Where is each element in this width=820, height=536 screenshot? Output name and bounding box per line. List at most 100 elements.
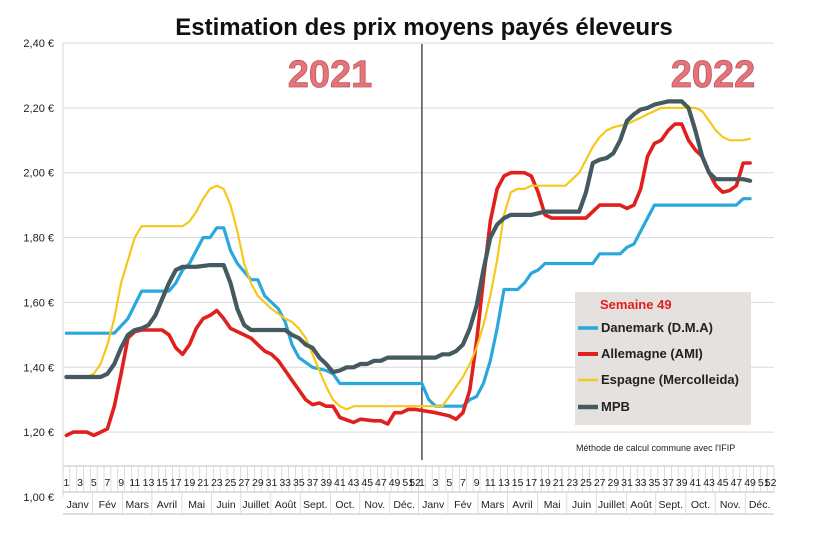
x-week-label: 25 (580, 477, 592, 489)
x-month-label: Oct. (691, 499, 710, 511)
x-week-label: 37 (662, 477, 674, 489)
y-tick-label: 2,40 € (23, 38, 54, 50)
x-week-label: 39 (320, 477, 332, 489)
x-week-label: 17 (170, 477, 182, 489)
x-month-label: Fév (99, 499, 117, 511)
x-week-label: 21 (197, 477, 209, 489)
x-week-label: 41 (690, 477, 702, 489)
x-week-label: 31 (621, 477, 633, 489)
x-month-label: Mars (481, 499, 504, 511)
x-week-label: 35 (649, 477, 661, 489)
x-week-label: 13 (498, 477, 510, 489)
x-month-label: Mai (544, 499, 561, 511)
x-week-label: 33 (279, 477, 291, 489)
legend-label: Danemark (D.M.A) (601, 320, 713, 335)
x-month-label: Déc. (393, 499, 415, 511)
legend: Semaine 49 Danemark (D.M.A) Allemagne (AM… (575, 292, 751, 425)
x-week-label: 21 (553, 477, 565, 489)
x-week-label: 47 (375, 477, 387, 489)
legend-label: Espagne (Mercolleida) (601, 372, 739, 387)
legend-title: Semaine 49 (600, 297, 672, 312)
x-month-label: Avril (512, 499, 532, 511)
x-week-label: 35 (293, 477, 305, 489)
x-month-label: Juin (216, 499, 235, 511)
x-week-label: 11 (485, 477, 496, 489)
x-month-label: Nov. (720, 499, 741, 511)
legend-entries: Danemark (D.M.A) Allemagne (AMI) Espagne (… (578, 320, 739, 414)
x-week-label: 15 (156, 477, 168, 489)
x-week-label: 29 (252, 477, 264, 489)
x-week-label: 27 (594, 477, 606, 489)
x-week-label: 37 (307, 477, 319, 489)
x-week-label: 52 (765, 477, 777, 489)
x-week-label: 1 (63, 477, 69, 489)
x-week-label: 43 (703, 477, 715, 489)
gridlines (62, 42, 774, 497)
x-week-label: 9 (474, 477, 480, 489)
y-tick-label: 1,60 € (23, 297, 54, 309)
x-month-label: Juillet (598, 499, 625, 511)
y-tick-label: 1,20 € (23, 427, 54, 439)
chart-title: Estimation des prix moyens payés éleveur… (175, 14, 673, 41)
year-label-2022: 2022 (671, 54, 756, 96)
y-tick-label: 2,00 € (23, 168, 54, 180)
x-week-label: 45 (361, 477, 373, 489)
legend-label: Allemagne (AMI) (601, 346, 703, 361)
x-week-label: 51 (758, 477, 770, 489)
x-week-label: 3 (433, 477, 439, 489)
x-month-label: Janv (67, 499, 90, 511)
x-week-label: 9 (118, 477, 124, 489)
x-axis-table: 1 3 5 7 9 11 13 15 17 19 21 23 25 27 29 31 33 35 37 39 41 43 4… (62, 465, 777, 515)
x-week-label: 23 (566, 477, 578, 489)
x-week-label: 5 (446, 477, 452, 489)
x-month-label: Oct. (335, 499, 354, 511)
x-month-label: Nov. (364, 499, 385, 511)
x-month-label: Déc. (749, 499, 771, 511)
x-week-label: 31 (266, 477, 278, 489)
x-month-label: Août (275, 499, 297, 511)
series-line-mpb (64, 99, 753, 380)
x-week-label: 43 (348, 477, 360, 489)
x-month-label: Fév (454, 499, 472, 511)
x-week-label: 47 (731, 477, 743, 489)
y-tick-label: 1,40 € (23, 362, 54, 374)
method-note: Méthode de calcul commune avec l'IFIP (576, 443, 735, 453)
x-week-label: 19 (184, 477, 196, 489)
legend-box (575, 292, 751, 425)
y-tick-label: 1,80 € (23, 233, 54, 245)
y-tick-label: 1,00 € (23, 492, 54, 504)
x-week-label: 7 (460, 477, 466, 489)
x-week-label: 13 (143, 477, 155, 489)
y-tick-label: 2,20 € (23, 103, 54, 115)
x-week-label: 52 (409, 477, 421, 489)
x-week-label: 29 (607, 477, 619, 489)
x-month-label: Janv (422, 499, 445, 511)
x-week-label: 19 (539, 477, 551, 489)
legend-label: MPB (601, 399, 630, 414)
x-week-label: 33 (635, 477, 647, 489)
x-week-label: 17 (525, 477, 537, 489)
x-week-label: 5 (91, 477, 97, 489)
x-week-label: 51 (402, 477, 414, 489)
series-lines (64, 99, 753, 438)
x-week-label: 25 (225, 477, 237, 489)
x-week-label: 3 (77, 477, 83, 489)
year-label-2021: 2021 (288, 54, 373, 96)
x-week-label: 27 (238, 477, 250, 489)
x-week-label: 49 (389, 477, 401, 489)
x-month-label: Sept. (303, 499, 328, 511)
x-month-label: Juin (572, 499, 591, 511)
series-line-espagne (65, 106, 752, 411)
series-line-danemark (64, 197, 752, 408)
x-week-label: 41 (334, 477, 346, 489)
x-week-label: 45 (717, 477, 729, 489)
x-week-label: 11 (129, 477, 140, 489)
x-week-label: 15 (512, 477, 524, 489)
x-month-label: Juillet (242, 499, 269, 511)
series-line-allemagne (64, 122, 752, 438)
x-week-label: 7 (105, 477, 111, 489)
x-week-label: 23 (211, 477, 223, 489)
x-week-label: 1 (419, 477, 425, 489)
x-week-label: 49 (744, 477, 756, 489)
